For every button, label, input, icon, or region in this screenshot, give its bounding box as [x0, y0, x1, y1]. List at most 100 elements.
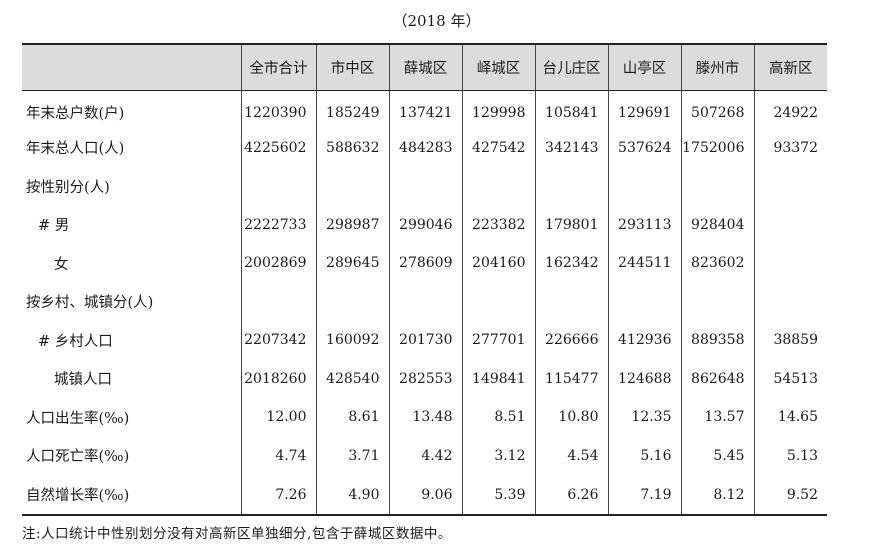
header-corner [22, 43, 241, 91]
table-cell [534, 282, 608, 321]
table-cell: 342143 [534, 128, 608, 167]
table-cell: 8.12 [680, 475, 754, 516]
table-cell: 54513 [753, 359, 827, 398]
table-cell: 10.80 [534, 398, 608, 437]
table-cell: 185249 [315, 90, 389, 129]
table-cell: 12.00 [240, 398, 316, 437]
table-row: 自然增长率(‰) 7.26 4.90 9.06 5.39 6.26 7.19 8.12 9.52 [22, 475, 827, 516]
table-cell [753, 282, 827, 321]
column-header: 峄城区 [461, 43, 535, 91]
table-cell: 289645 [315, 244, 389, 283]
table-cell: 4.74 [240, 436, 316, 475]
table-cell: 14.65 [753, 398, 827, 437]
table-cell: 9.06 [388, 475, 462, 516]
table-cell: 7.26 [240, 475, 316, 516]
table-cell: 299046 [388, 205, 462, 244]
row-label-text: 城镇人口 [54, 372, 112, 389]
table-cell: 889358 [680, 321, 754, 360]
table-cell: 24922 [753, 90, 827, 129]
row-label: 按性别分(人) [22, 167, 241, 206]
table-cell [680, 282, 754, 321]
table-row: # 男 2222733 298987 299046 223382 179801 293113… [22, 205, 827, 245]
table-cell: 124688 [607, 359, 681, 398]
table-cell [753, 167, 827, 206]
table-cell: 149841 [461, 359, 535, 398]
table-cell: 3.71 [315, 436, 389, 475]
table-cell: 5.39 [461, 475, 535, 516]
table-cell: 13.48 [388, 398, 462, 437]
table-cell: 928404 [680, 205, 754, 244]
table-cell: 293113 [607, 205, 681, 244]
table-caption: （2018 年） [392, 12, 481, 30]
table-cell: 823602 [680, 244, 754, 283]
row-label-text: 按性别分(人) [26, 179, 110, 196]
table-cell: 7.19 [607, 475, 681, 516]
table-cell: 129691 [607, 90, 681, 129]
row-label-text: 人口死亡率(‰) [26, 449, 130, 466]
table-cell: 204160 [461, 244, 535, 283]
table-cell [240, 282, 316, 321]
column-header: 全市合计 [240, 43, 316, 91]
table-cell: 3.12 [461, 436, 535, 475]
table-row: 按性别分(人) [22, 167, 827, 206]
table-cell: 223382 [461, 205, 535, 244]
table-cell: 412936 [607, 321, 681, 360]
table-cell [388, 167, 462, 206]
table-row: 年末总户数(户) 1220390 185249 137421 129998 105841 1… [22, 90, 827, 129]
table-cell [461, 282, 535, 321]
table-row: 女 2002869 289645 278609 204160 162342 244511 82… [22, 244, 827, 283]
column-header: 市中区 [315, 43, 389, 91]
row-label: 女 [22, 244, 241, 283]
table-cell: 298987 [315, 205, 389, 244]
table-cell: 105841 [534, 90, 608, 129]
table-row: # 乡村人口 2207342 160092 201730 277701 226666 412… [22, 321, 827, 360]
header-row: 全市合计 市中区 薛城区 峄城区 台儿庄区 山亭区 滕州市 高新区 [22, 43, 827, 91]
row-label: 年末总户数(户) [22, 90, 241, 129]
table-cell [315, 167, 389, 206]
row-label: 自然增长率(‰) [22, 475, 241, 516]
table-cell: 4.42 [388, 436, 462, 475]
table-cell: 115477 [534, 359, 608, 398]
table-cell: 4.54 [534, 436, 608, 475]
table-cell: 179801 [534, 205, 608, 244]
row-label-text: 人口出生率(‰) [26, 410, 130, 427]
table-cell: 1220390 [240, 90, 316, 129]
row-label-text: 年末总户数(户) [26, 106, 125, 122]
table-cell: 537624 [607, 128, 681, 167]
table-cell: 4.90 [315, 475, 389, 516]
table-cell: 4225602 [240, 128, 316, 167]
table-cell: 5.13 [753, 436, 827, 475]
row-label: 城镇人口 [22, 360, 241, 399]
footnote: 注:人口统计中性别划分没有对高新区单独细分,包含于薛城区数据中。 [22, 526, 452, 542]
column-header: 台儿庄区 [534, 43, 608, 91]
row-label: # 乡村人口 [22, 321, 241, 360]
row-label-text: 自然增长率(‰) [26, 488, 130, 504]
table-cell [607, 282, 681, 321]
table-cell [680, 167, 754, 206]
table-cell: 8.51 [461, 398, 535, 437]
row-label: 人口出生率(‰) [22, 398, 241, 437]
table-cell: 5.45 [680, 436, 754, 475]
row-label-text: 女 [54, 256, 69, 273]
row-label: # 男 [22, 206, 241, 245]
table-cell [388, 282, 462, 321]
row-label-text: # 乡村人口 [38, 333, 113, 350]
table-cell: 2207342 [240, 321, 316, 360]
row-label-text: # 男 [38, 218, 70, 235]
table-cell: 428540 [315, 359, 389, 398]
table-cell: 13.57 [680, 398, 754, 437]
table-cell: 2222733 [240, 205, 316, 244]
table-cell: 1752006 [680, 128, 754, 167]
table-cell: 484283 [388, 128, 462, 167]
row-label: 人口死亡率(‰) [22, 437, 241, 476]
table-cell: 862648 [680, 359, 754, 398]
table-cell: 5.16 [607, 436, 681, 475]
table-row: 年末总人口(人) 4225602 588632 484283 427542 342143 5… [22, 128, 827, 167]
table-cell: 2002869 [240, 244, 316, 283]
population-table: 全市合计 市中区 薛城区 峄城区 台儿庄区 山亭区 滕州市 高新区 年末总户数(… [22, 43, 827, 516]
row-label-text: 年末总人口(人) [26, 141, 125, 158]
table-cell: 226666 [534, 321, 608, 360]
table-row: 人口死亡率(‰) 4.74 3.71 4.42 3.12 4.54 5.16 5.45 5.13 [22, 436, 827, 476]
table-cell: 427542 [461, 128, 535, 167]
table-cell [534, 167, 608, 206]
